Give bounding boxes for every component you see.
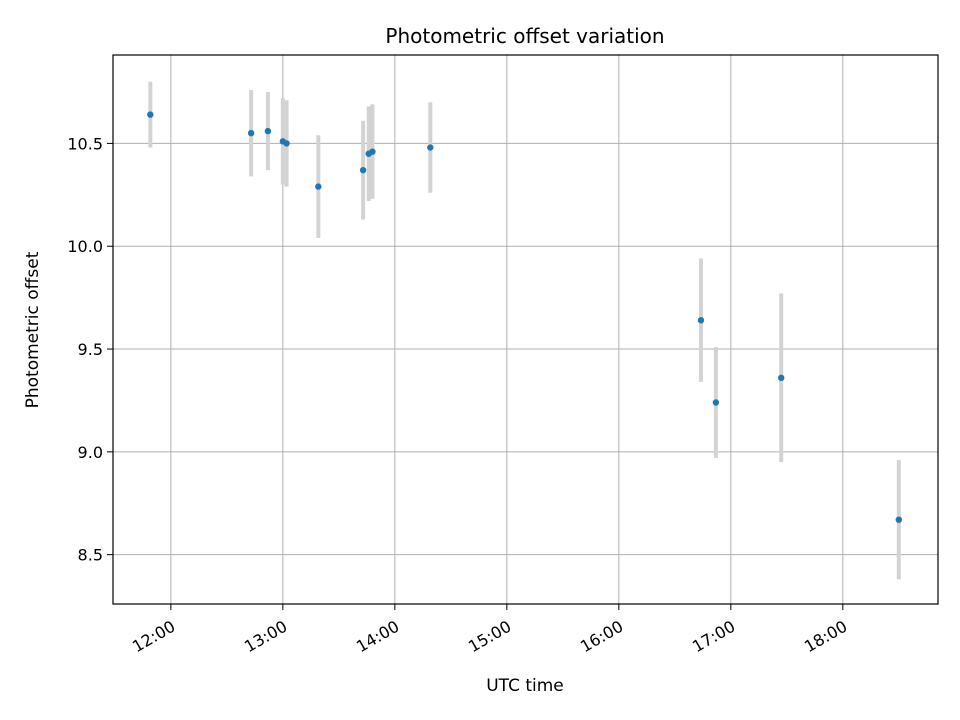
- y-tick-label: 9.5: [78, 340, 103, 359]
- data-point: [778, 374, 785, 382]
- data-point: [283, 140, 290, 147]
- data-point: [369, 148, 376, 155]
- plot-frame: [112, 54, 939, 605]
- data-point: [264, 127, 272, 135]
- data-point: [427, 144, 434, 151]
- data-point: [247, 129, 255, 137]
- chart-title: Photometric offset variation: [385, 24, 664, 48]
- y-tick-label: 10.5: [67, 134, 103, 153]
- data-point: [712, 399, 720, 406]
- data-point: [895, 516, 903, 523]
- y-tick-label: 10.0: [67, 237, 103, 256]
- data-point: [147, 111, 154, 118]
- data-points: [147, 111, 903, 523]
- data-point: [315, 183, 322, 190]
- y-tick-label: 8.5: [78, 546, 103, 565]
- x-axis-label: UTC time: [486, 676, 564, 696]
- y-axis-label: Photometric offset: [23, 251, 43, 408]
- y-axis-ticks: 8.5 9.0 9.5 10.0 10.5: [67, 134, 113, 565]
- y-tick-label: 9.0: [78, 443, 103, 462]
- data-point: [697, 317, 705, 324]
- data-point: [359, 166, 367, 174]
